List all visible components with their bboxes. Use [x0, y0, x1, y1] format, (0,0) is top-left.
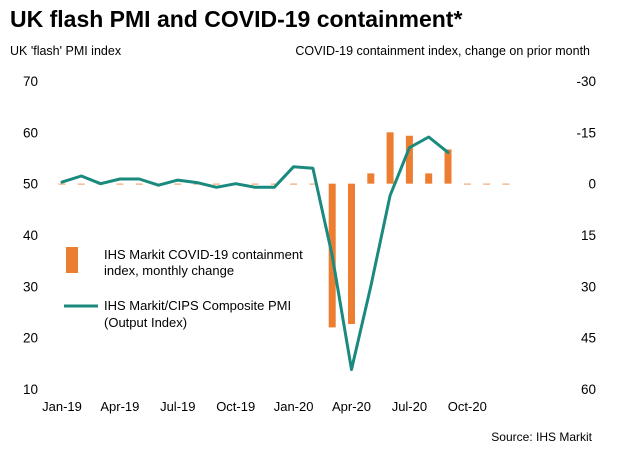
- legend-line-label-line2: (Output Index): [104, 315, 187, 330]
- right-y-tick-label: 45: [581, 331, 596, 346]
- left-y-tick-label: 30: [23, 279, 38, 294]
- x-tick-label: Jan-20: [274, 399, 314, 414]
- containment-bar: [367, 173, 375, 184]
- source-note: Source: IHS Markit: [491, 430, 592, 444]
- x-tick-label: Jul-19: [160, 399, 195, 414]
- left-y-tick-label: 10: [23, 382, 38, 397]
- legend-bar-label-line2: index, monthly change: [104, 263, 234, 278]
- containment-bar: [386, 132, 394, 184]
- right-y-tick-label: 0: [588, 177, 596, 192]
- containment-bar: [483, 183, 491, 185]
- x-tick-label: Oct-20: [448, 399, 487, 414]
- x-tick-label: Oct-19: [216, 399, 255, 414]
- left-y-tick-label: 50: [23, 177, 38, 192]
- containment-bar: [58, 183, 66, 185]
- x-tick-label: Apr-20: [332, 399, 371, 414]
- x-tick-label: Apr-19: [100, 399, 139, 414]
- containment-bar: [502, 183, 510, 185]
- containment-bar: [309, 183, 317, 185]
- containment-bar: [463, 183, 471, 185]
- containment-bar: [425, 173, 433, 184]
- right-y-tick-label: -30: [576, 74, 596, 89]
- containment-bar: [135, 183, 143, 185]
- right-y-tick-label: 60: [581, 382, 596, 397]
- composite-pmi-line: [60, 135, 450, 371]
- chart-title: UK flash PMI and COVID-19 containment*: [10, 6, 463, 32]
- x-tick-label: Jul-20: [392, 399, 427, 414]
- right-y-tick-label: -15: [576, 125, 596, 140]
- containment-bar: [174, 183, 182, 185]
- right-axis-unit-label: COVID-19 containment index, change on pr…: [295, 44, 590, 58]
- containment-bar: [251, 183, 259, 185]
- containment-bar: [348, 183, 355, 324]
- left-y-tick-label: 60: [23, 125, 38, 140]
- x-tick-label: Jan-19: [42, 399, 82, 414]
- left-y-tick-label: 40: [23, 228, 38, 243]
- containment-bar: [290, 183, 298, 185]
- containment-bar: [270, 183, 278, 185]
- left-y-tick-label: 20: [23, 331, 38, 346]
- right-y-tick-label: 30: [581, 279, 596, 294]
- legend-line-label-line1: IHS Markit/CIPS Composite PMI: [104, 298, 291, 313]
- legend-bar-swatch: [66, 247, 78, 273]
- right-y-tick-label: 15: [581, 228, 596, 243]
- containment-bar: [77, 183, 85, 185]
- containment-bar: [116, 183, 124, 185]
- containment-bar: [444, 149, 452, 184]
- containment-bar: [212, 183, 220, 185]
- containment-bar: [405, 135, 413, 184]
- legend-bar-label-line1: IHS Markit COVID-19 containment: [104, 247, 303, 262]
- left-axis-unit-label: UK 'flash' PMI index: [10, 44, 122, 58]
- left-y-tick-label: 70: [23, 74, 38, 89]
